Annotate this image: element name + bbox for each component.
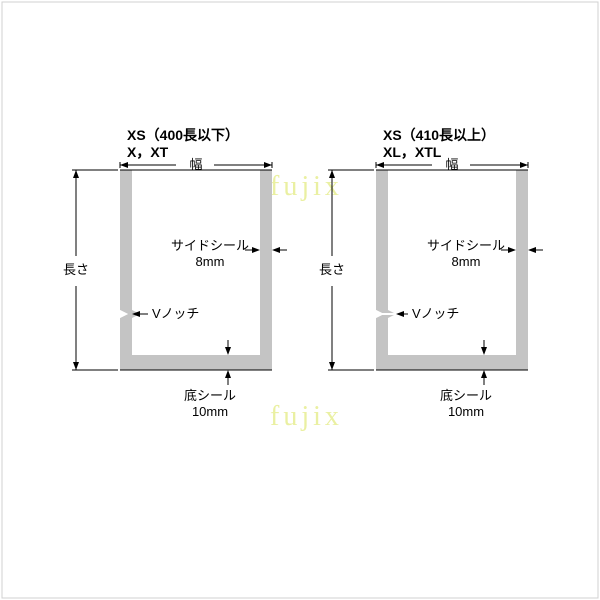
- right-bottom-value: 10mm: [448, 404, 484, 419]
- left-title1: XS（400長以下）: [127, 127, 239, 143]
- right-sideseal-value: 8mm: [452, 254, 481, 269]
- left-bottom-label: 底シール: [184, 388, 236, 403]
- diagram-canvas: fujix fujix XS（400長以下） X，XT 幅 長さ サイドシール …: [0, 0, 600, 600]
- watermark-bottom: fujix: [270, 401, 343, 432]
- left-sideseal-value: 8mm: [196, 254, 225, 269]
- left-sideseal-label: サイドシール: [171, 238, 249, 253]
- left-length-label: 長さ: [63, 262, 89, 277]
- right-title1: XS（410長以上）: [383, 127, 495, 143]
- right-bottom-label: 底シール: [440, 388, 492, 403]
- right-sideseal-label: サイドシール: [427, 238, 505, 253]
- left-vnotch-label: Vノッチ: [152, 306, 199, 321]
- right-vnotch-label: Vノッチ: [412, 306, 459, 321]
- right-title2: XL，XTL: [383, 144, 442, 160]
- right-length-label: 長さ: [319, 262, 345, 277]
- left-bottom-value: 10mm: [192, 404, 228, 419]
- left-title2: X，XT: [127, 144, 169, 160]
